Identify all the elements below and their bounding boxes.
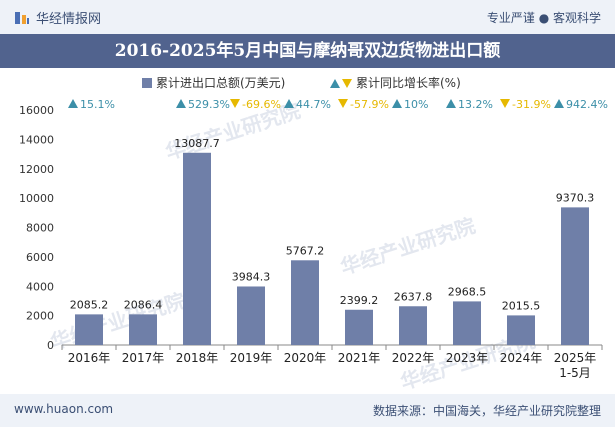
growth-down-triangle-icon-3 [230,99,240,108]
x-tick-label-5: 2021年 [338,351,381,365]
bar-value-label-4: 5767.2 [286,244,325,257]
bar-value-label-5: 2399.2 [340,294,379,307]
y-tick-label-1: 2000 [26,310,54,323]
brand-name: 华经情报网 [36,12,102,27]
x-tick-label-1: 2017年 [122,351,165,365]
growth-up-triangle-icon-4 [284,99,294,108]
y-tick-label-2: 4000 [26,280,54,293]
brand-logo-icon [15,11,29,24]
y-tick-label-4: 8000 [26,222,54,235]
growth-label-0: 15.1% [80,98,115,111]
growth-up-triangle-icon-6 [392,99,402,108]
legend-down-triangle-icon [342,79,352,88]
x-tick-label-9: 2025年 [554,351,597,365]
x-tick-label-8: 2024年 [500,351,543,365]
bar-value-label-9: 9370.3 [556,191,595,204]
y-tick-label-8: 16000 [19,104,54,117]
legend-up-triangle-icon [330,79,340,88]
x-tick-label-6: 2022年 [392,351,435,365]
bar-2 [183,152,211,345]
chart-title: 2016-2025年5月中国与摩纳哥双边货物进出口额 [114,41,501,61]
top-bar: 华经情报网 专业严谨 ● 客观科学 [0,0,615,34]
bar-6 [399,306,427,345]
footer-source: 数据来源：中国海关，华经产业研究院整理 [372,404,601,418]
tagline: 专业严谨 ● 客观科学 [486,11,601,25]
y-tick-label-5: 10000 [19,192,54,205]
bar-5 [345,309,373,345]
growth-label-3: -69.6% [242,98,281,111]
growth-label-8: -31.9% [512,98,551,111]
legend-rate-label: 累计同比增长率(%) [356,75,461,90]
legend-bar-label: 累计进出口总额(万美元) [156,76,285,90]
bar-value-label-1: 2086.4 [124,298,163,311]
growth-label-5: -57.9% [350,98,389,111]
footer: www.huaon.com 数据来源：中国海关，华经产业研究院整理 [0,394,615,427]
bar-1 [129,314,157,345]
watermark-2: 华经产业研究院 [48,288,189,354]
x-tick-label-2: 2018年 [176,351,219,365]
bar-7 [453,301,481,345]
bar-value-label-0: 2085.2 [70,298,109,311]
x-tick-label-0: 2016年 [68,351,111,365]
growth-up-triangle-icon-2 [176,99,186,108]
growth-down-triangle-icon-8 [500,99,510,108]
bar-value-label-6: 2637.8 [394,290,433,303]
x-tick-label-9-line1: 1-5月 [559,366,591,380]
growth-up-triangle-icon-7 [446,99,456,108]
bar-value-label-7: 2968.5 [448,285,487,298]
chart-svg: 华经产业研究院华经产业研究院华经产业研究院华经产业研究院累计进出口总额(万美元)… [19,75,608,394]
bar-9 [561,207,589,345]
y-tick-label-0: 0 [47,339,54,352]
plot-area: 华经产业研究院 华经产业研究院 华经产业研究院 华经产业研究院 累计进出口总额(万美元)… [0,68,615,394]
growth-up-triangle-icon-0 [68,99,78,108]
x-tick-label-3: 2019年 [230,351,273,365]
growth-up-triangle-icon-9 [554,99,564,108]
x-tick-label-4: 2020年 [284,351,327,365]
x-tick-label-7: 2023年 [446,351,489,365]
bar-value-label-3: 3984.3 [232,270,271,283]
brand: 华经情报网 [14,8,101,27]
growth-label-2: 529.3% [188,98,230,111]
growth-label-9: 942.4% [566,98,608,111]
legend-bar-swatch [142,78,152,88]
bar-8 [507,315,535,345]
footer-site: www.huaon.com [14,402,114,416]
y-tick-label-3: 6000 [26,251,54,264]
growth-label-7: 13.2% [458,98,493,111]
y-tick-label-7: 14000 [19,133,54,146]
y-tick-label-6: 12000 [19,163,54,176]
bar-value-label-2: 13087.7 [174,137,220,150]
bar-0 [75,314,103,345]
growth-label-6: 10% [404,98,428,111]
growth-down-triangle-icon-5 [338,99,348,108]
bar-value-label-8: 2015.5 [502,299,541,312]
bar-4 [291,260,319,345]
title-bar: 2016-2025年5月中国与摩纳哥双边货物进出口额 [0,34,615,68]
growth-label-4: 44.7% [296,98,331,111]
bar-3 [237,286,265,345]
watermark-1: 华经产业研究院 [338,213,479,279]
